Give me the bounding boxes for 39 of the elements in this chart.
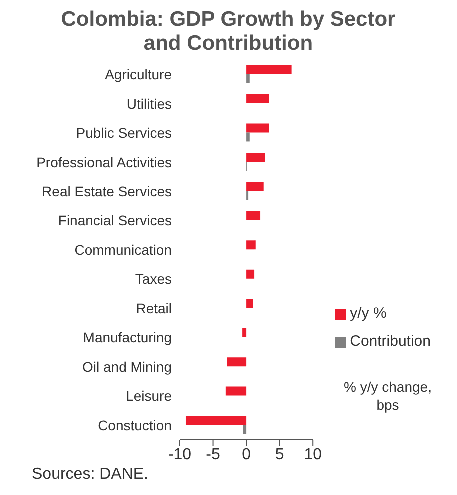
chart-title: Colombia: GDP Growth by Sector and Contribution <box>60 8 397 56</box>
y-tick-label: Leisure <box>126 388 172 404</box>
bar <box>227 358 247 367</box>
legend-label: Contribution <box>350 333 431 350</box>
bar <box>246 124 270 133</box>
bar <box>226 386 247 396</box>
y-tick-label: Constuction <box>98 417 172 434</box>
y-tick-label: Utilities <box>126 96 172 112</box>
y-tick-label: Taxes <box>135 271 172 288</box>
bar <box>246 182 264 192</box>
y-tick-label: Professional Activities <box>36 154 172 170</box>
bar <box>243 425 247 434</box>
bar <box>246 299 254 308</box>
x-tick-label: 10 <box>304 446 322 464</box>
x-tick-label: 0 <box>242 446 252 464</box>
text: % y/y change, bps <box>343 378 433 414</box>
source-note: Sources: DANE. <box>31 466 150 484</box>
bar <box>246 240 256 250</box>
bar <box>246 65 292 74</box>
x-tick-label: 5 <box>275 446 284 464</box>
legend-label: y/y % <box>350 305 387 322</box>
y-tick-label: Agriculture <box>105 66 172 83</box>
y-tick-label: Communication <box>74 242 172 258</box>
y-tick-label: Public Services <box>76 125 172 142</box>
y-tick-label: Oil and Mining <box>82 358 172 375</box>
bar <box>246 152 266 162</box>
x-tick-label: -5 <box>206 446 220 464</box>
y-tick-label: Financial Services <box>58 212 172 229</box>
y-tick-label: Real Estate Services <box>42 184 172 200</box>
bar <box>246 94 270 104</box>
bar <box>246 270 255 279</box>
y-tick-label: Manufacturing <box>83 330 172 346</box>
bar <box>186 416 247 426</box>
x-tick-label: -10 <box>168 446 192 464</box>
bar <box>246 211 261 220</box>
bar <box>246 74 250 84</box>
bar <box>246 132 250 142</box>
y-tick-label: Retail <box>136 300 172 316</box>
bar <box>242 328 247 338</box>
